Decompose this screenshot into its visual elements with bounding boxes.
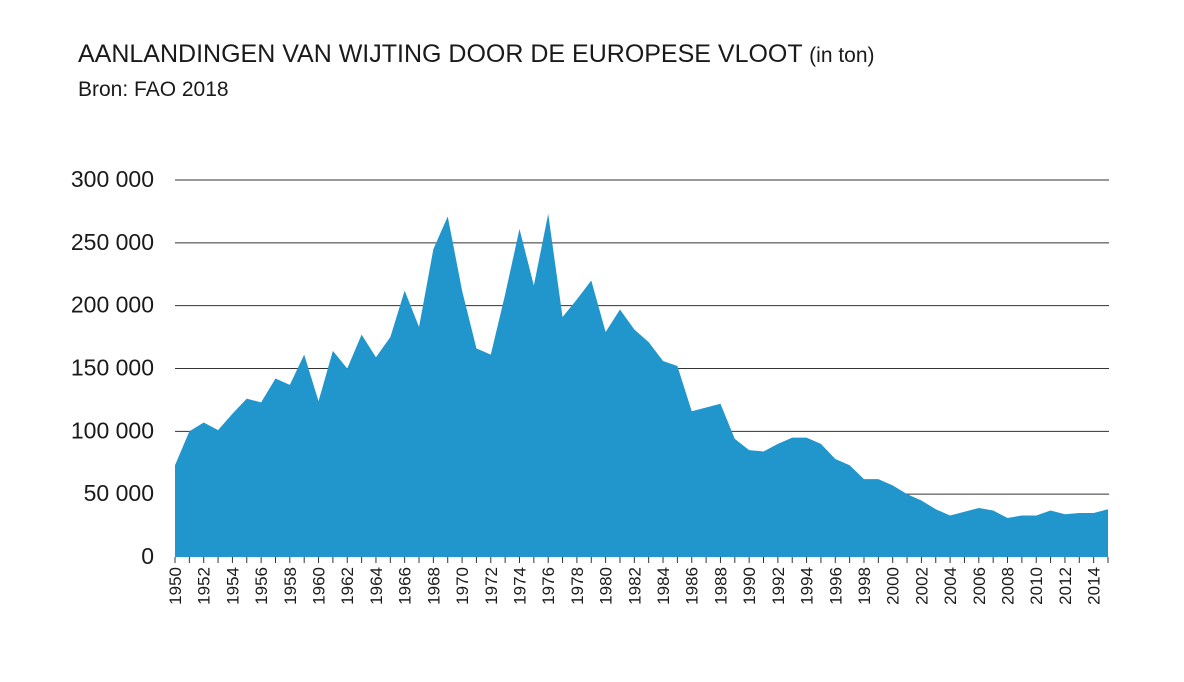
x-tick-label: 2010	[1027, 567, 1046, 605]
y-axis-ticks: 0 50 000 100 000 150 000 200 000 250 000 300 0…	[71, 166, 154, 569]
area-fill	[175, 213, 1108, 557]
x-tick-label: 2002	[912, 567, 931, 605]
y-tick-label: 0	[141, 543, 154, 569]
x-tick-label: 1998	[855, 567, 874, 605]
x-tick-label: 1978	[568, 567, 587, 605]
x-tick-label: 1968	[424, 567, 443, 605]
y-tick-label: 300 000	[71, 166, 154, 192]
x-tick-label: 1972	[482, 567, 501, 605]
y-tick-label: 50 000	[84, 480, 154, 506]
x-tick-label: 1960	[310, 567, 329, 605]
x-tick-label: 1952	[195, 567, 214, 605]
x-tick-label: 1980	[597, 567, 616, 605]
x-tick-label: 1966	[396, 567, 415, 605]
x-tick-label: 2004	[941, 567, 960, 605]
x-tick-label: 1988	[711, 567, 730, 605]
x-tick-label: 2000	[884, 567, 903, 605]
x-tick-label: 1962	[338, 567, 357, 605]
x-tick-label: 1954	[223, 567, 242, 605]
x-tick-label: 1996	[826, 567, 845, 605]
x-tick-label: 1990	[740, 567, 759, 605]
x-tick-label: 1970	[453, 567, 472, 605]
x-tick-label: 1950	[166, 567, 185, 605]
chart-title-main: AANLANDINGEN VAN WIJTING DOOR DE EUROPES…	[78, 40, 803, 68]
chart-subtitle: Bron: FAO 2018	[78, 78, 229, 101]
y-tick-label: 100 000	[71, 417, 154, 443]
x-tick-label: 1992	[769, 567, 788, 605]
x-tick-label: 1994	[798, 567, 817, 605]
chart-title-unit: (in ton)	[809, 44, 875, 67]
area-series	[175, 213, 1108, 557]
x-tick-label: 2014	[1085, 567, 1104, 605]
x-tick-label: 1976	[539, 567, 558, 605]
x-axis-ticks: 1950 1952 1954 1956 1958 1960 1962 1964 1966 1968…	[166, 557, 1109, 605]
x-tick-label: 2006	[970, 567, 989, 605]
x-tick-label: 1982	[625, 567, 644, 605]
x-tick-label: 1974	[511, 567, 530, 605]
x-tick-label: 2008	[999, 567, 1018, 605]
x-tick-label: 1958	[281, 567, 300, 605]
y-tick-label: 150 000	[71, 355, 154, 381]
y-tick-label: 200 000	[71, 292, 154, 318]
x-tick-label: 1984	[654, 567, 673, 605]
x-tick-label: 1986	[683, 567, 702, 605]
x-tick-label: 1956	[252, 567, 271, 605]
y-tick-label: 250 000	[71, 229, 154, 255]
chart-title: AANLANDINGEN VAN WIJTING DOOR DE EUROPES…	[78, 40, 875, 69]
x-tick-label: 2012	[1056, 567, 1075, 605]
x-tick-label: 1964	[367, 567, 386, 605]
